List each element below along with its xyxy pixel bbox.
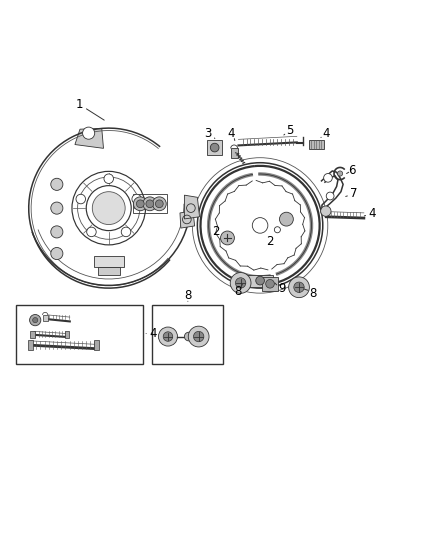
Text: 4: 4 xyxy=(149,327,157,340)
Circle shape xyxy=(256,276,265,285)
Polygon shape xyxy=(75,128,103,148)
Bar xyxy=(16,305,143,364)
Circle shape xyxy=(32,318,38,322)
Circle shape xyxy=(338,171,343,176)
Circle shape xyxy=(146,200,154,208)
Circle shape xyxy=(51,247,63,260)
Circle shape xyxy=(51,202,63,214)
Bar xyxy=(30,331,35,338)
Circle shape xyxy=(236,278,246,288)
Bar xyxy=(98,268,120,275)
Circle shape xyxy=(194,332,204,342)
Bar xyxy=(28,340,33,350)
Text: 2: 2 xyxy=(212,225,220,238)
Circle shape xyxy=(155,200,163,208)
Text: 5: 5 xyxy=(286,124,293,137)
Circle shape xyxy=(51,178,63,190)
Circle shape xyxy=(210,143,219,152)
Circle shape xyxy=(134,197,147,211)
Bar xyxy=(95,340,99,350)
Text: 7: 7 xyxy=(350,187,358,200)
Circle shape xyxy=(279,212,293,226)
Circle shape xyxy=(92,192,125,224)
Bar xyxy=(207,140,223,155)
Bar xyxy=(42,315,48,321)
Bar xyxy=(65,331,69,338)
Circle shape xyxy=(87,227,96,237)
Circle shape xyxy=(321,206,331,216)
Text: 4: 4 xyxy=(322,127,329,140)
Circle shape xyxy=(221,231,234,245)
Circle shape xyxy=(188,326,209,347)
Text: 6: 6 xyxy=(349,164,356,177)
Text: 4: 4 xyxy=(368,207,375,220)
Text: 4: 4 xyxy=(227,127,234,140)
Bar xyxy=(231,149,237,158)
Circle shape xyxy=(51,226,63,238)
Text: 8: 8 xyxy=(234,285,241,297)
Circle shape xyxy=(30,314,41,326)
Text: 8: 8 xyxy=(184,289,191,302)
Polygon shape xyxy=(180,211,194,228)
Circle shape xyxy=(326,192,334,200)
Bar xyxy=(247,274,273,287)
Text: 2: 2 xyxy=(266,235,273,248)
Circle shape xyxy=(184,332,193,341)
Text: 3: 3 xyxy=(205,127,212,140)
Circle shape xyxy=(143,197,157,211)
Bar xyxy=(308,140,324,149)
Circle shape xyxy=(136,200,144,208)
Circle shape xyxy=(104,174,113,183)
Circle shape xyxy=(294,282,304,293)
Circle shape xyxy=(152,197,166,211)
Text: 9: 9 xyxy=(278,282,286,295)
Circle shape xyxy=(83,127,95,139)
Circle shape xyxy=(159,327,177,346)
Bar xyxy=(152,305,223,364)
Circle shape xyxy=(324,174,332,182)
Circle shape xyxy=(289,277,309,297)
Text: 8: 8 xyxy=(310,287,317,300)
Circle shape xyxy=(230,272,251,293)
Circle shape xyxy=(163,332,173,341)
Polygon shape xyxy=(184,195,200,219)
Circle shape xyxy=(132,194,141,204)
Circle shape xyxy=(266,279,274,288)
Circle shape xyxy=(76,194,85,204)
Bar xyxy=(94,256,124,266)
Circle shape xyxy=(121,227,131,237)
Text: 1: 1 xyxy=(76,98,84,111)
Bar xyxy=(262,277,278,290)
